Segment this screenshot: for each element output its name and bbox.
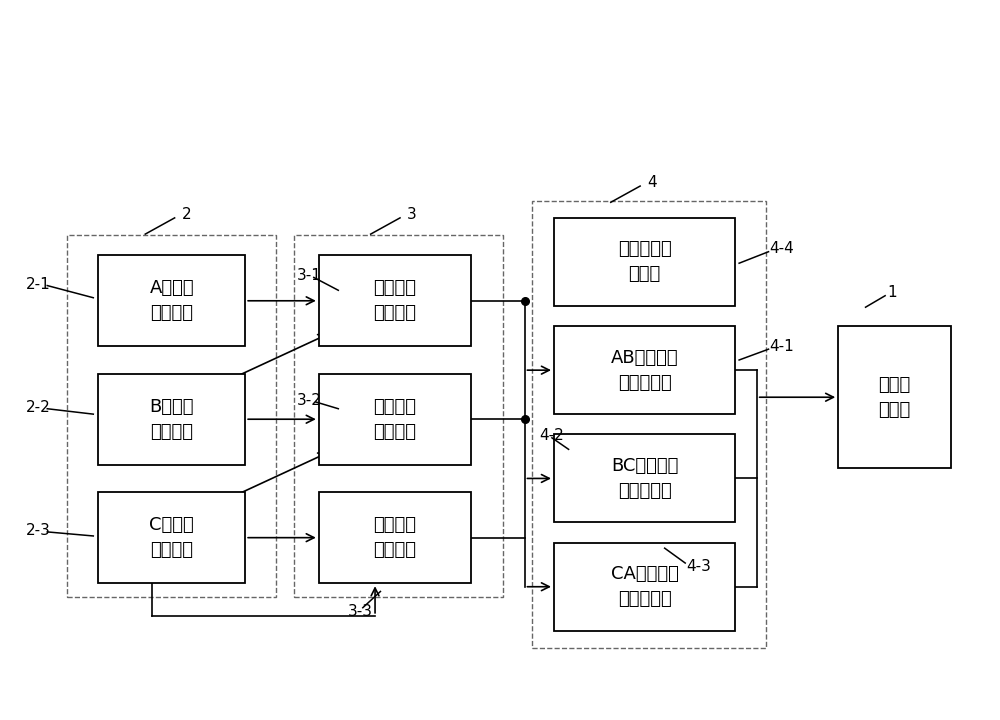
Bar xyxy=(319,255,471,346)
Bar xyxy=(532,201,766,648)
Bar xyxy=(319,492,471,583)
Bar xyxy=(98,255,245,346)
Text: 基准电压产
生电路: 基准电压产 生电路 xyxy=(618,240,671,284)
Bar xyxy=(554,543,735,631)
Text: AB线电压信
号调理电路: AB线电压信 号调理电路 xyxy=(611,348,678,392)
Text: 微处理
器模块: 微处理 器模块 xyxy=(878,376,911,419)
Text: 2-3: 2-3 xyxy=(26,523,51,538)
Bar xyxy=(838,326,951,468)
Text: A相电压
采集电路: A相电压 采集电路 xyxy=(149,279,194,323)
Bar xyxy=(98,492,245,583)
Bar xyxy=(294,235,503,597)
Text: 3: 3 xyxy=(407,207,417,222)
Bar xyxy=(319,374,471,465)
Text: 第二差分
放大电路: 第二差分 放大电路 xyxy=(373,397,416,441)
Text: B相电压
采集电路: B相电压 采集电路 xyxy=(149,397,194,441)
Text: 4-2: 4-2 xyxy=(539,428,564,444)
Text: 4-1: 4-1 xyxy=(770,339,794,354)
Text: 4-3: 4-3 xyxy=(686,559,711,574)
Text: 3-2: 3-2 xyxy=(297,393,322,408)
Text: CA线电压信
号调理电路: CA线电压信 号调理电路 xyxy=(611,565,678,608)
Text: 1: 1 xyxy=(887,285,897,300)
Text: 2: 2 xyxy=(182,207,191,222)
Bar xyxy=(554,218,735,306)
Text: 3-3: 3-3 xyxy=(348,604,373,619)
Text: 第三差分
放大电路: 第三差分 放大电路 xyxy=(373,516,416,559)
Text: 2-1: 2-1 xyxy=(26,276,50,292)
Text: C相电压
采集电路: C相电压 采集电路 xyxy=(149,516,194,559)
Text: 第一差分
放大电路: 第一差分 放大电路 xyxy=(373,279,416,323)
Bar xyxy=(554,434,735,523)
Bar xyxy=(554,326,735,414)
Text: 2-2: 2-2 xyxy=(26,400,50,415)
Text: 4-4: 4-4 xyxy=(770,240,794,256)
Text: BC线电压信
号调理电路: BC线电压信 号调理电路 xyxy=(611,457,678,500)
Bar xyxy=(98,374,245,465)
Bar xyxy=(67,235,276,597)
Text: 3-1: 3-1 xyxy=(297,268,322,283)
Text: 4: 4 xyxy=(647,175,657,190)
